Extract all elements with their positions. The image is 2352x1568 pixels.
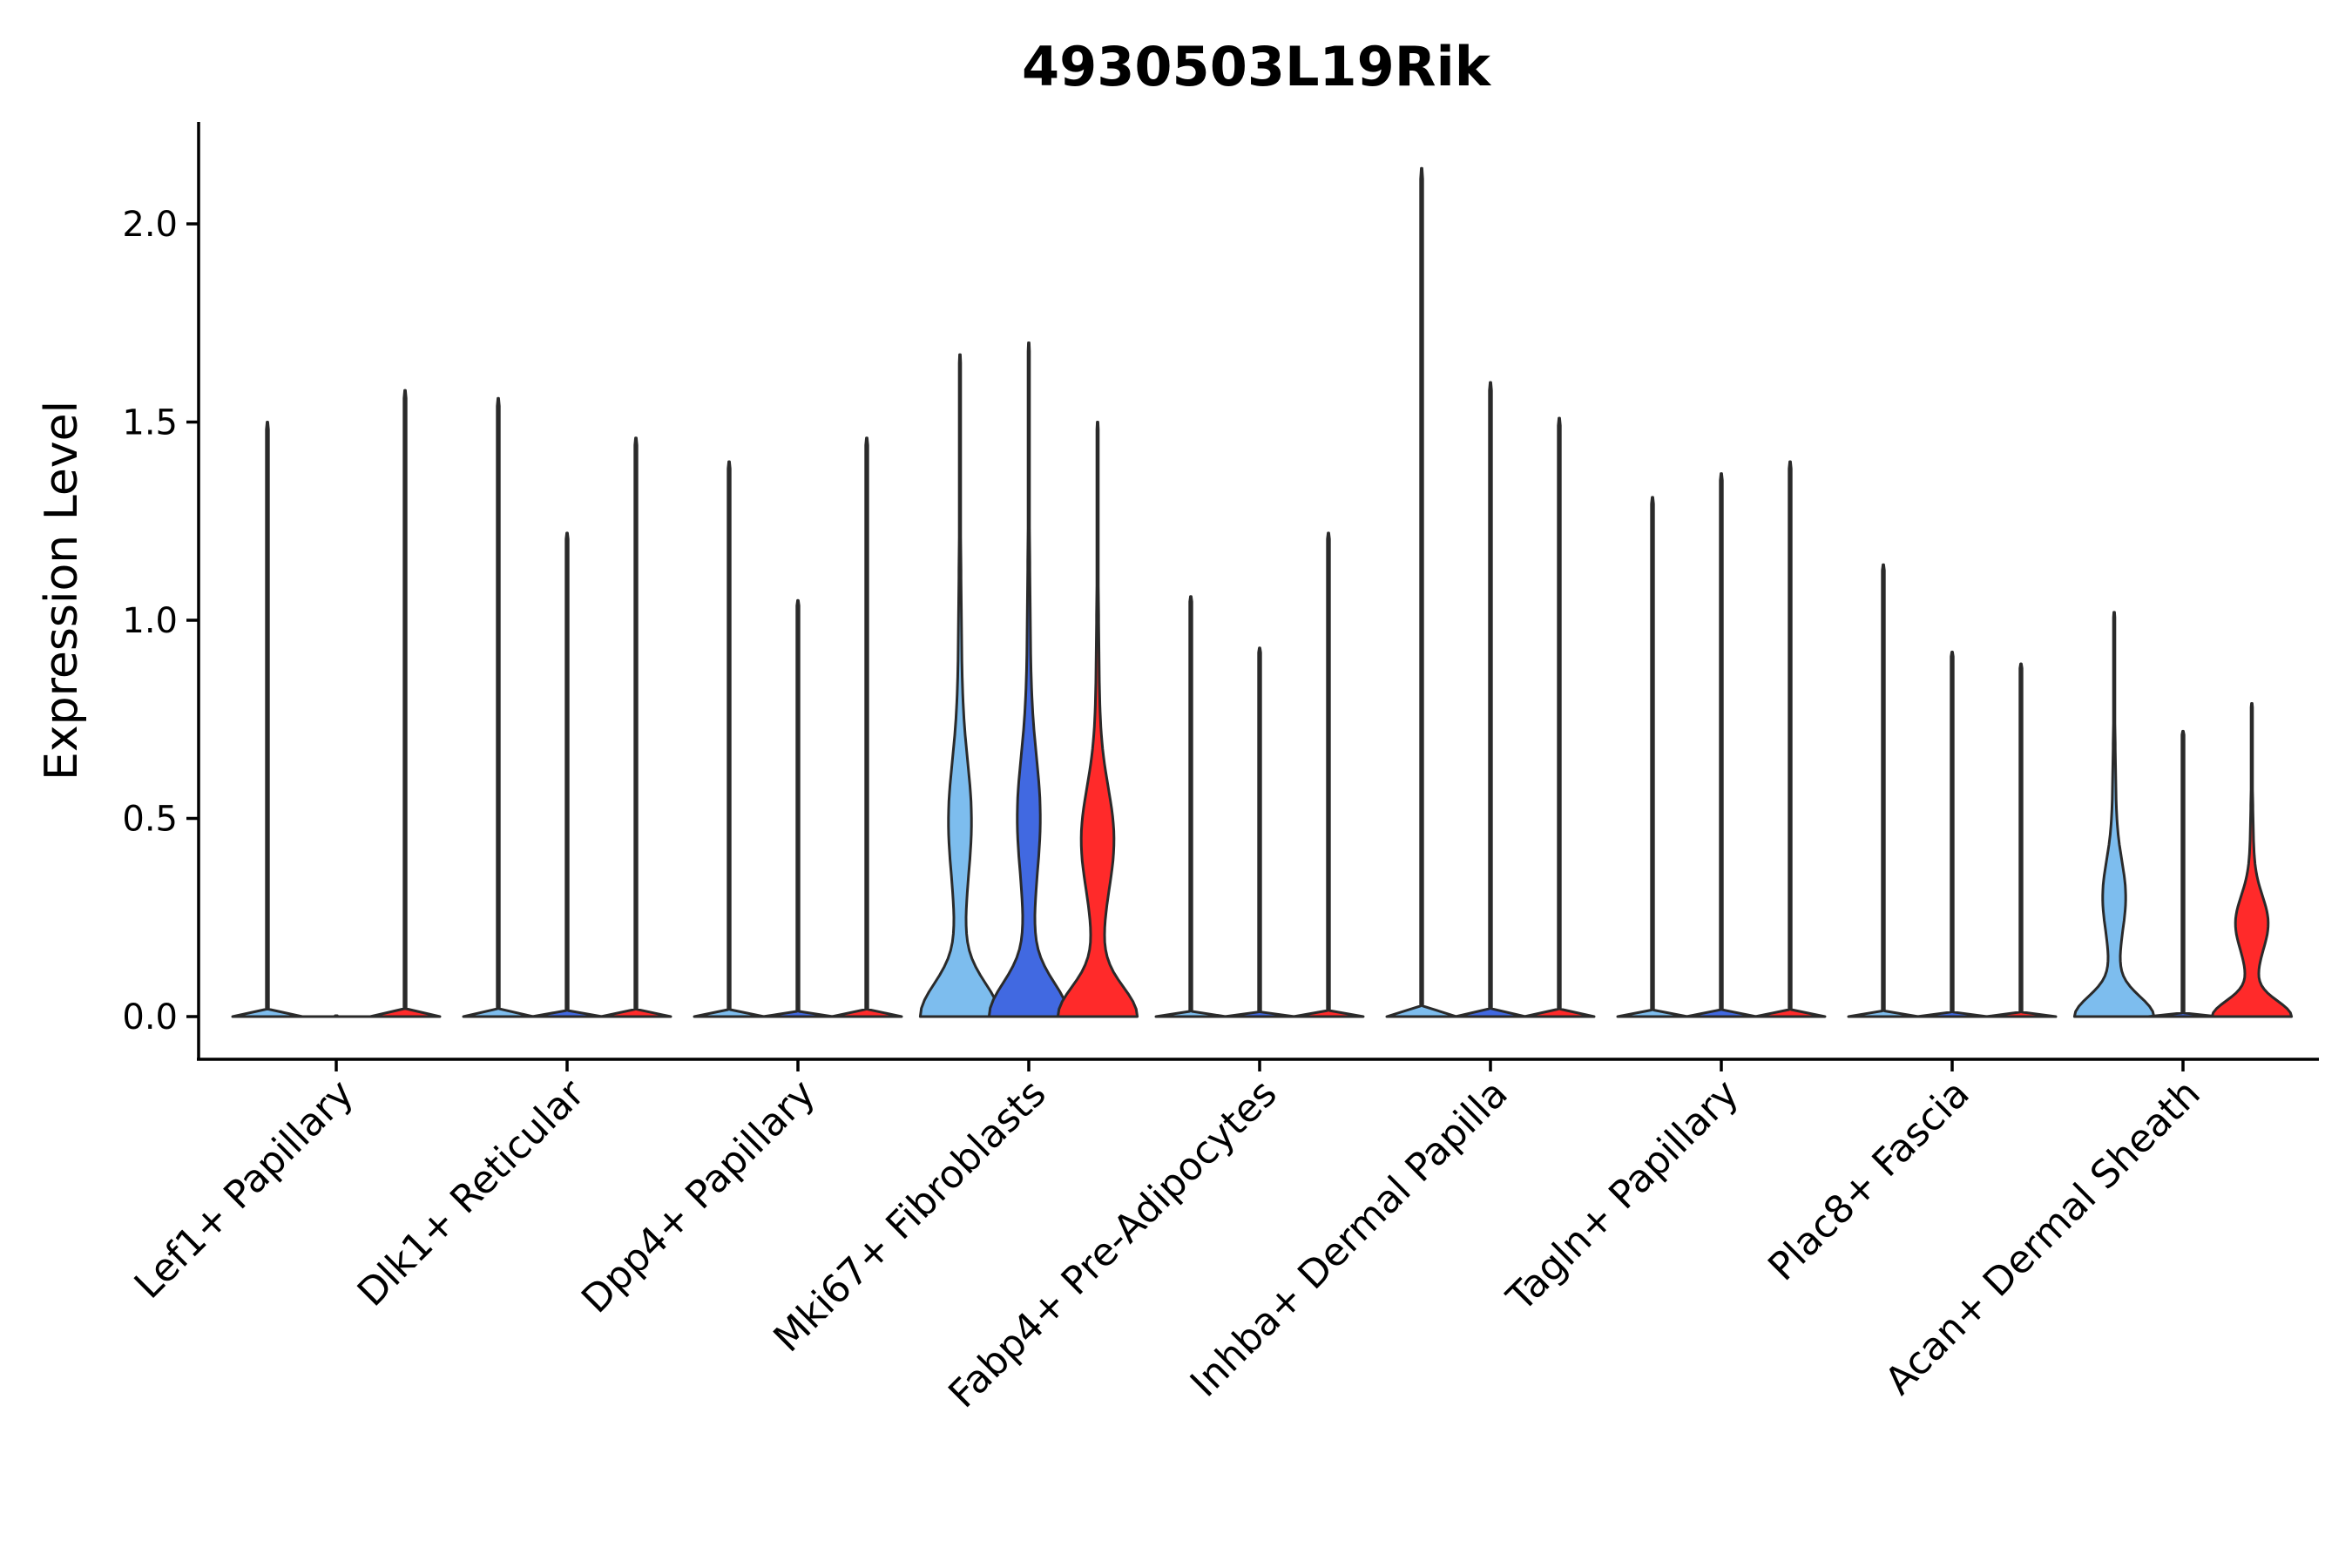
violin-4-2 — [1292, 531, 1365, 1018]
violin-4-1 — [1223, 646, 1296, 1018]
y-tick-label: 1.0 — [122, 601, 178, 641]
violin-8-1 — [2146, 729, 2220, 1018]
violin-7-1 — [1916, 650, 1989, 1018]
x-tick-label: Dpp4+ Papillary — [573, 1071, 824, 1322]
violin-3-1 — [987, 341, 1071, 1018]
violin-3-0 — [918, 353, 1002, 1018]
x-tick-label: Lef1+ Papillary — [126, 1071, 362, 1308]
y-axis-title: Expression Level — [36, 401, 88, 781]
violin-7-2 — [1984, 662, 2058, 1018]
y-axis-ticks: 0.0 0.5 1.0 1.5 2.0 — [122, 205, 199, 1037]
violin-8-0 — [2072, 611, 2156, 1018]
violin-5-2 — [1523, 416, 1596, 1018]
x-tick-label: Dlk1+ Reticular — [349, 1071, 594, 1315]
y-tick-label: 0.5 — [122, 800, 178, 840]
plot-area — [231, 166, 2294, 1018]
violin-6-1 — [1685, 472, 1758, 1018]
violin-2-0 — [693, 460, 766, 1018]
violin-5-1 — [1454, 381, 1527, 1018]
x-tick-label: Plac8+ Fascia — [1760, 1071, 1978, 1290]
violin-7-0 — [1847, 563, 1920, 1018]
chart-title: 4930503L19Rik — [1022, 35, 1492, 98]
violin-2-1 — [761, 598, 835, 1018]
violin-8-2 — [2210, 702, 2294, 1018]
violin-0-1 — [300, 1014, 373, 1018]
violin-0-2 — [368, 389, 442, 1018]
y-tick-label: 0.0 — [122, 997, 178, 1037]
y-tick-label: 2.0 — [122, 205, 178, 245]
violin-0-0 — [231, 421, 304, 1018]
violin-5-0 — [1385, 166, 1458, 1018]
violin-1-0 — [462, 396, 535, 1018]
y-tick-label: 1.5 — [122, 403, 178, 443]
violin-4-0 — [1154, 595, 1227, 1018]
violin-1-1 — [531, 531, 604, 1018]
violin-1-2 — [599, 436, 672, 1018]
violin-3-2 — [1056, 421, 1139, 1018]
violin-6-0 — [1616, 496, 1689, 1018]
violin-6-2 — [1754, 460, 1827, 1018]
violin-2-2 — [830, 436, 903, 1018]
x-tick-label: Tagln+ Papillary — [1498, 1071, 1747, 1321]
